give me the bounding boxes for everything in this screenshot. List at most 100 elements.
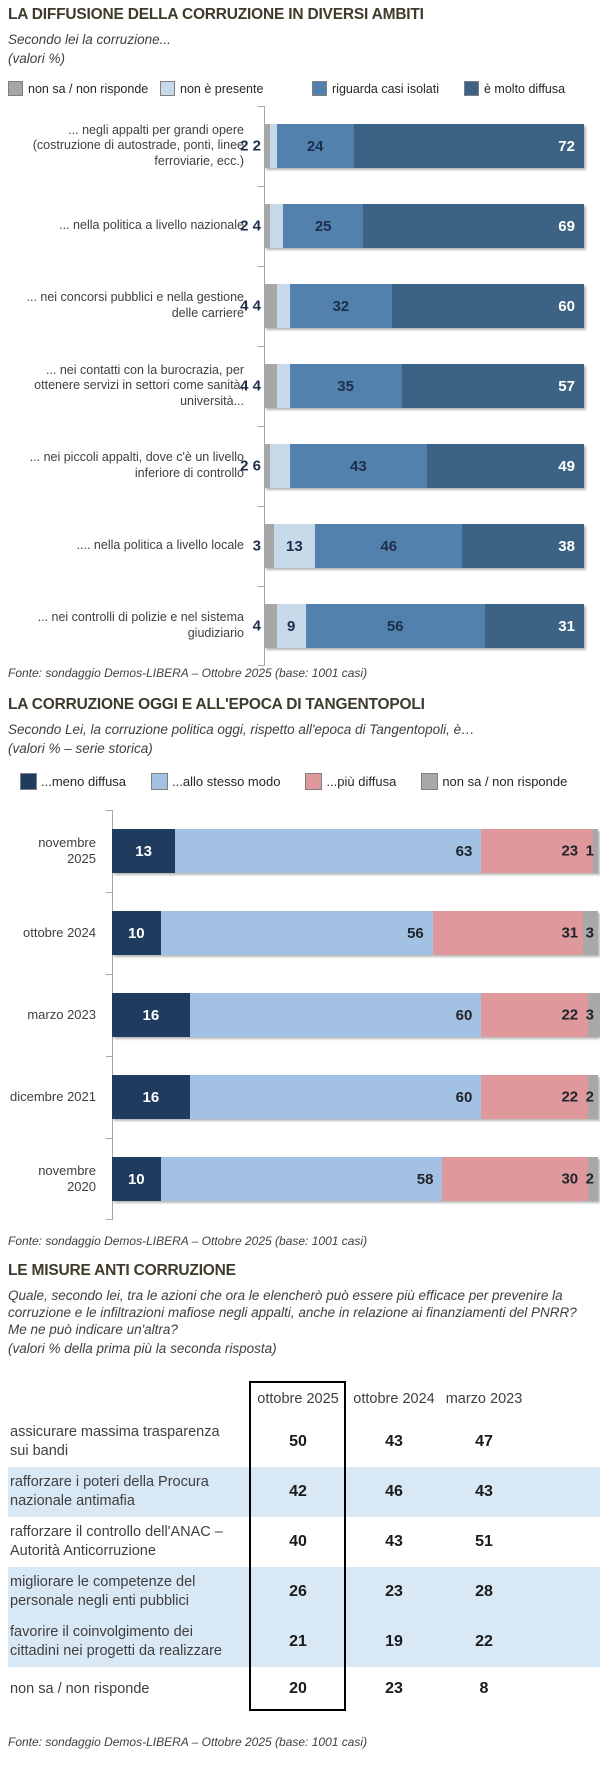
bar-segment xyxy=(583,911,598,955)
bar-segment xyxy=(442,1157,589,1201)
axis-tick xyxy=(258,506,264,507)
bar-plot: 24 72 2 2 xyxy=(240,124,584,168)
value-label: 30 2 xyxy=(561,1170,594,1188)
bar-segment: 72 xyxy=(353,124,584,168)
bar-segment xyxy=(276,364,290,408)
value-label: 56 xyxy=(386,617,404,635)
legend-item: non è presente xyxy=(160,81,312,96)
bar-segment: 9 xyxy=(276,604,306,648)
section-title: LA DIFFUSIONE DELLA CORRUZIONE IN DIVERS… xyxy=(8,6,424,23)
axis-tick xyxy=(106,974,112,975)
legend-item: ...allo stesso modo xyxy=(151,773,280,790)
axis-tick xyxy=(258,665,264,666)
value-label: 32 xyxy=(332,297,350,315)
category-label: ... nei piccoli appalti, dove c'è un liv… xyxy=(29,450,244,480)
bar-segment: 31 xyxy=(484,604,584,648)
value-cell: 23 xyxy=(385,1583,403,1600)
bar-segment xyxy=(264,204,271,248)
value-label: 13 xyxy=(135,842,152,860)
category-label: .... nella politica a livello locale xyxy=(76,538,244,553)
measures-table: ottobre 2025 ottobre 2024 marzo 2023 assicu… xyxy=(8,1381,600,1711)
value-cell: 43 xyxy=(385,1533,403,1550)
legend-item: riguarda casi isolati xyxy=(312,81,464,96)
legend-label: ...meno diffusa xyxy=(41,774,127,789)
bar-row: .... nella politica a livello locale 13 46… xyxy=(8,506,600,586)
bar-segment: 10 xyxy=(112,911,161,955)
bar-plot: 25 69 2 4 xyxy=(240,204,584,248)
bar-segment xyxy=(264,604,277,648)
axis-tick xyxy=(106,1219,112,1220)
legend-swatch xyxy=(160,81,175,96)
category-label: marzo 2023 xyxy=(27,1006,96,1022)
value-label: 58 xyxy=(416,1170,434,1188)
bar-plot: 13 46 38 3 xyxy=(253,524,584,568)
legend-label: ...più diffusa xyxy=(326,774,397,789)
bar-segment xyxy=(270,124,277,168)
legend-label: non sa / non risponde xyxy=(28,81,149,96)
axis-tick xyxy=(258,106,264,107)
outside-value-labels: 3 xyxy=(252,537,261,555)
legend-label: è molto diffusa xyxy=(484,81,566,96)
bar-segment: 46 xyxy=(315,524,463,568)
category-label: novembre 2020 xyxy=(38,1162,96,1194)
legend-swatch xyxy=(151,773,169,790)
section-note: (valori %) xyxy=(8,51,66,66)
axis-tick xyxy=(258,266,264,267)
value-cell: 43 xyxy=(385,1433,403,1450)
value-label: 9 xyxy=(287,617,296,635)
legend-item: non sa / non risponde xyxy=(8,81,160,96)
legend-label: riguarda casi isolati xyxy=(332,81,439,96)
bar-segment xyxy=(276,284,290,328)
stacked-bar: 9 56 31 4 xyxy=(253,604,584,648)
bar-plot: 16 60 22 2 xyxy=(112,1075,598,1119)
bar-plot: 43 49 2 6 xyxy=(240,444,584,488)
axis-tick xyxy=(258,426,264,427)
value-label: 22 3 xyxy=(561,1006,594,1024)
table-row: favorire il coinvolgimento dei cittadini… xyxy=(8,1617,600,1667)
legend-label: non è presente xyxy=(180,81,264,96)
axis-tick xyxy=(106,892,112,893)
stacked-bar: 13 63 23 1 xyxy=(112,829,598,873)
value-cell: 43 xyxy=(475,1483,493,1500)
bar-segment: 58 xyxy=(160,1157,443,1201)
bar-segment xyxy=(588,1157,598,1201)
bar-row: ottobre 2024 10 56 31 3 xyxy=(8,892,600,974)
column-header: ottobre 2025 xyxy=(257,1391,339,1407)
value-label: 57 xyxy=(558,377,575,395)
source-note: Fonte: sondaggio Demos-LIBERA – Ottobre … xyxy=(8,1735,368,1749)
value-cell: 50 xyxy=(289,1433,307,1450)
row-label: assicurare massima trasparenza sui bandi xyxy=(10,1424,220,1459)
stacked-bar: 24 72 2 2 xyxy=(240,124,584,168)
table-row: rafforzare il controllo dell'ANAC – Auto… xyxy=(8,1517,600,1567)
bar-segment xyxy=(588,993,600,1037)
column-header: ottobre 2024 xyxy=(353,1391,435,1407)
value-cell: 20 xyxy=(289,1680,307,1697)
axis-tick xyxy=(258,186,264,187)
legend-label: non sa / non risponde xyxy=(442,774,568,789)
legend-swatch xyxy=(312,81,327,96)
row-label: favorire il coinvolgimento dei cittadini… xyxy=(10,1624,222,1659)
value-label: 24 xyxy=(306,137,324,155)
bar-segment xyxy=(432,911,584,955)
stacked-bar: 43 49 2 6 xyxy=(240,444,584,488)
bar-segment xyxy=(264,524,274,568)
bar-plot: 35 57 4 4 xyxy=(240,364,584,408)
stacked-bar: 13 46 38 3 xyxy=(253,524,584,568)
value-label: 60 xyxy=(455,1006,473,1024)
bar-plot: 9 56 31 4 xyxy=(253,604,584,648)
category-label: ottobre 2024 xyxy=(22,924,96,940)
value-label: 16 xyxy=(142,1088,160,1106)
legend-label: ...allo stesso modo xyxy=(172,774,281,789)
outside-value-labels: 4 4 xyxy=(240,297,261,315)
legend-item: ...più diffusa xyxy=(305,773,396,790)
value-cell: 28 xyxy=(475,1583,493,1600)
category-label: dicembre 2021 xyxy=(10,1088,96,1104)
legend-swatch xyxy=(305,773,323,790)
value-label: 63 xyxy=(455,842,473,860)
bar-segment xyxy=(481,993,589,1037)
bar-row: ... negli appalti per grandi opere (cost… xyxy=(8,106,600,186)
legend-chart-tangentopoli: ...meno diffusa ...allo stesso modo ...più… xyxy=(8,773,600,790)
table-row: rafforzare i poteri della Procura nazion… xyxy=(8,1467,600,1517)
section-subtitle: Secondo Lei, la corruzione politica oggi… xyxy=(8,722,475,737)
